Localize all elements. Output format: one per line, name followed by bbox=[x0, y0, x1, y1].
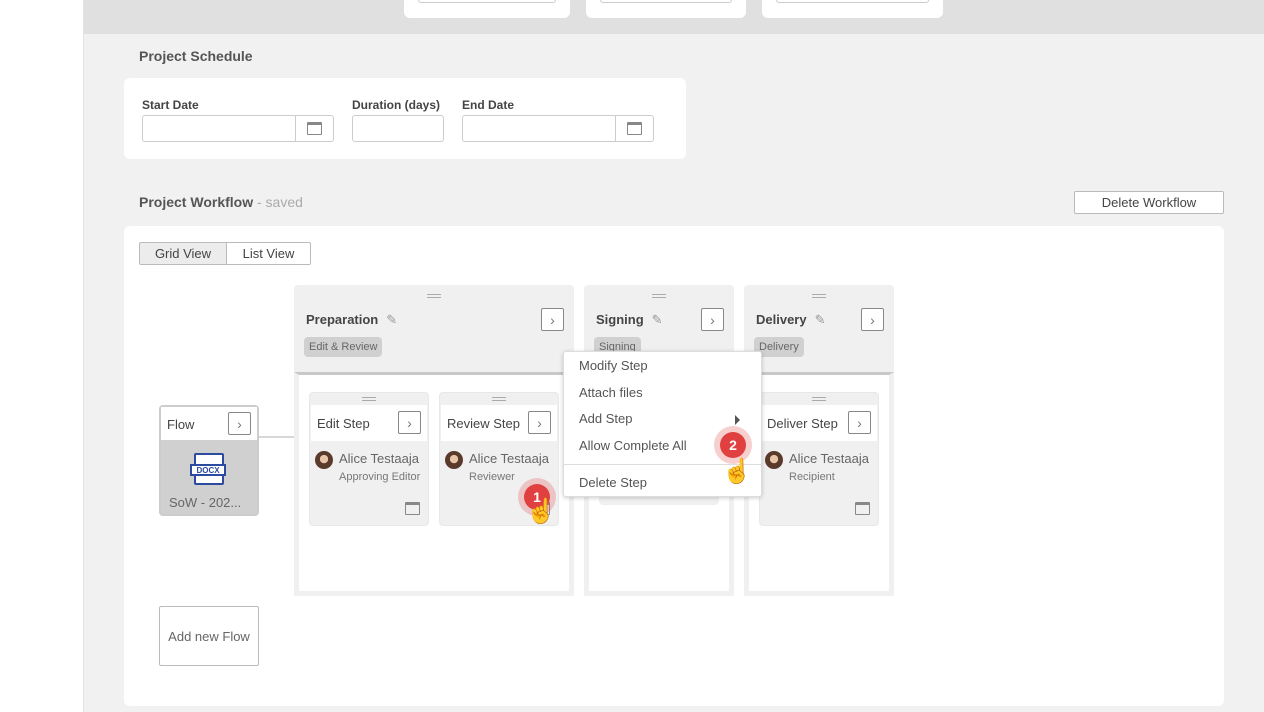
schedule-title: Project Schedule bbox=[139, 48, 253, 64]
drag-handle-icon[interactable] bbox=[812, 294, 826, 298]
start-date-input[interactable] bbox=[142, 115, 334, 142]
menu-item-delete-step[interactable]: Delete Step bbox=[579, 475, 647, 490]
calendar-icon bbox=[627, 122, 642, 135]
drag-handle-icon[interactable] bbox=[652, 294, 666, 298]
chevron-right-icon: › bbox=[710, 311, 715, 328]
menu-divider bbox=[564, 464, 761, 465]
calendar-icon bbox=[307, 122, 322, 135]
calendar-button[interactable] bbox=[295, 116, 333, 141]
menu-item-allow-complete-all[interactable]: Allow Complete All bbox=[579, 438, 687, 453]
list-view-button[interactable]: List View bbox=[227, 242, 311, 265]
assignee-name: Alice Testaaja bbox=[469, 451, 549, 466]
menu-item-modify-step[interactable]: Modify Step bbox=[579, 358, 648, 373]
pencil-icon[interactable]: ✎ bbox=[814, 312, 826, 327]
flow-title: Flow bbox=[167, 417, 195, 432]
stage-open-button[interactable]: › bbox=[861, 308, 884, 331]
top-card bbox=[404, 0, 570, 18]
step-open-button[interactable]: › bbox=[398, 411, 421, 434]
schedule-card: Start Date Duration (days) End Date bbox=[124, 78, 686, 159]
pointer-hand-icon: ☝ bbox=[722, 458, 752, 485]
chevron-right-icon: › bbox=[237, 415, 242, 432]
chevron-right-icon: › bbox=[407, 414, 412, 431]
left-sidebar bbox=[0, 0, 84, 712]
pointer-hand-icon: ☝ bbox=[526, 498, 556, 525]
step-open-button[interactable]: › bbox=[848, 411, 871, 434]
drag-handle-icon[interactable] bbox=[812, 397, 826, 401]
pencil-icon[interactable]: ✎ bbox=[386, 312, 398, 327]
top-input[interactable] bbox=[600, 0, 732, 3]
assignee-role: Approving Editor bbox=[339, 471, 421, 483]
pencil-icon[interactable]: ✎ bbox=[651, 312, 663, 327]
stage-title: Signing bbox=[596, 312, 644, 327]
duration-input[interactable] bbox=[352, 115, 444, 142]
calendar-icon[interactable] bbox=[405, 502, 420, 515]
menu-item-add-step[interactable]: Add Step bbox=[579, 411, 633, 426]
end-date-label: End Date bbox=[462, 98, 515, 112]
step-card-edit[interactable]: Edit Step › Alice Testaaja Approving Edit… bbox=[309, 392, 429, 526]
step-card-deliver[interactable]: Deliver Step › Alice Testaaja Recipient bbox=[759, 392, 879, 526]
stage-title: Delivery bbox=[756, 312, 807, 327]
step-name: Review Step bbox=[447, 416, 520, 431]
avatar bbox=[315, 451, 333, 469]
grid-view-button[interactable]: Grid View bbox=[139, 242, 227, 265]
workflow-status: - saved bbox=[253, 194, 303, 210]
assignee-name: Alice Testaaja bbox=[789, 451, 869, 466]
stage-open-button[interactable]: › bbox=[701, 308, 724, 331]
delete-workflow-button[interactable]: Delete Workflow bbox=[1074, 191, 1224, 214]
flow-open-button[interactable]: › bbox=[228, 412, 251, 435]
chevron-right-icon: › bbox=[870, 311, 875, 328]
step-context-menu: Modify Step Attach files Add Step Allow … bbox=[563, 351, 762, 497]
calendar-icon[interactable] bbox=[855, 502, 870, 515]
stage-tag: Delivery bbox=[754, 337, 804, 357]
view-toggle: Grid View List View bbox=[139, 242, 311, 265]
annotation-badge-1: 1 bbox=[524, 484, 550, 510]
calendar-button[interactable] bbox=[615, 116, 653, 141]
avatar bbox=[445, 451, 463, 469]
step-name: Deliver Step bbox=[767, 416, 838, 431]
annotation-badge-2: 2 bbox=[720, 432, 746, 458]
avatar bbox=[765, 451, 783, 469]
docx-file-icon: DOCX bbox=[190, 453, 226, 485]
drag-handle-icon[interactable] bbox=[492, 397, 506, 401]
flow-file-name: SoW - 202... bbox=[169, 495, 242, 510]
top-input[interactable] bbox=[776, 0, 929, 3]
start-date-label: Start Date bbox=[142, 98, 199, 112]
chevron-right-icon: › bbox=[537, 414, 542, 431]
drag-handle-icon[interactable] bbox=[362, 397, 376, 401]
submenu-arrow-icon bbox=[735, 415, 740, 425]
add-new-flow-button[interactable]: Add new Flow bbox=[159, 606, 259, 666]
stage-tag: Edit & Review bbox=[304, 337, 383, 357]
stage-title: Preparation bbox=[306, 312, 379, 327]
step-card-review[interactable]: Review Step › Alice Testaaja Reviewer bbox=[439, 392, 559, 526]
assignee-role: Reviewer bbox=[469, 471, 515, 483]
chevron-right-icon: › bbox=[550, 311, 555, 328]
menu-item-attach-files[interactable]: Attach files bbox=[579, 385, 643, 400]
end-date-input[interactable] bbox=[462, 115, 654, 142]
workflow-title: Project Workflow - saved bbox=[139, 194, 303, 210]
assignee-role: Recipient bbox=[789, 471, 835, 483]
top-band bbox=[84, 0, 1264, 34]
chevron-right-icon: › bbox=[857, 414, 862, 431]
file-type-label: DOCX bbox=[190, 464, 226, 476]
top-input[interactable] bbox=[418, 0, 556, 3]
top-card bbox=[762, 0, 943, 18]
workflow-title-text: Project Workflow bbox=[139, 194, 254, 210]
flow-card[interactable]: Flow › DOCX SoW - 202... bbox=[159, 405, 259, 516]
drag-handle-icon[interactable] bbox=[427, 294, 441, 298]
duration-label: Duration (days) bbox=[352, 98, 441, 112]
assignee-name: Alice Testaaja bbox=[339, 451, 419, 466]
step-open-button[interactable]: › bbox=[528, 411, 551, 434]
top-card bbox=[586, 0, 746, 18]
step-name: Edit Step bbox=[317, 416, 370, 431]
stage-open-button[interactable]: › bbox=[541, 308, 564, 331]
